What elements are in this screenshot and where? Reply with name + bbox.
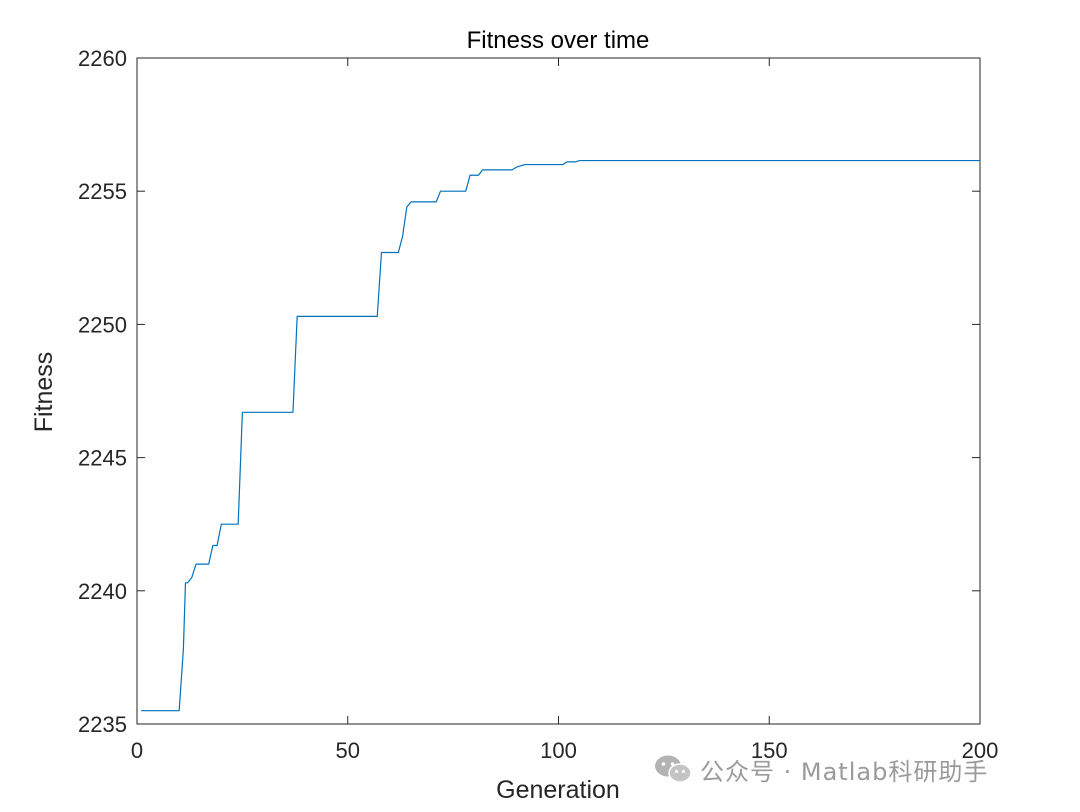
y-tick-label: 2260 xyxy=(78,46,127,71)
watermark: 公众号 · Matlab科研助手 xyxy=(654,752,988,786)
x-tick-label: 0 xyxy=(131,738,143,763)
x-tick-label: 150 xyxy=(751,738,788,763)
wechat-icon xyxy=(655,755,692,783)
x-tick-label: 100 xyxy=(540,738,577,763)
y-tick-label: 2240 xyxy=(78,579,127,604)
y-tick-label: 2235 xyxy=(78,712,127,737)
y-tick-label: 2255 xyxy=(78,179,127,204)
fitness-series-line xyxy=(141,159,980,712)
x-tick-label: 200 xyxy=(962,738,999,763)
x-axis-label: Generation xyxy=(496,776,620,804)
plot-area: 0 50 100 150 200 2235 2240 2245 2250 2255 2260 xyxy=(78,46,998,763)
y-tick-label: 2245 xyxy=(78,446,127,471)
x-tick-label: 50 xyxy=(336,738,360,763)
y-tick-label: 2250 xyxy=(78,312,127,337)
y-axis-label: Fitness xyxy=(30,352,58,433)
watermark-text: 公众号 · Matlab科研助手 xyxy=(700,757,989,786)
chart-title: Fitness over time xyxy=(467,27,650,54)
